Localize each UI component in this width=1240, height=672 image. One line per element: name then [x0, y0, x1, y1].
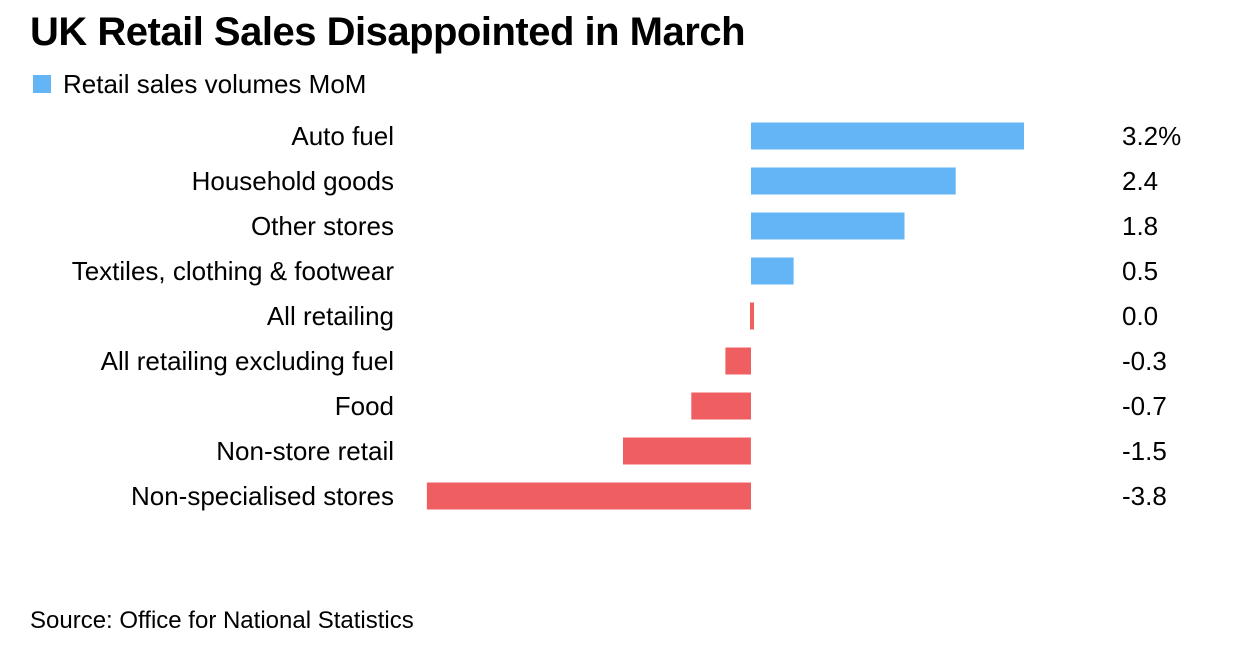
- bar: [751, 257, 794, 285]
- value-label: -0.3: [1122, 346, 1167, 376]
- legend: Retail sales volumes MoM: [33, 69, 366, 99]
- bar: [751, 212, 905, 240]
- category-label: All retailing: [267, 301, 394, 331]
- source-note: Source: Office for National Statistics: [30, 607, 414, 634]
- legend-label: Retail sales volumes MoM: [63, 68, 367, 99]
- bar: [750, 302, 754, 330]
- category-label: Non-store retail: [216, 436, 394, 466]
- category-label: All retailing excluding fuel: [101, 346, 394, 376]
- value-label: 2.4: [1122, 166, 1158, 196]
- category-label: Auto fuel: [291, 121, 394, 151]
- category-label: Non-specialised stores: [131, 481, 394, 511]
- category-label: Household goods: [192, 166, 394, 196]
- category-label: Textiles, clothing & footwear: [72, 256, 395, 286]
- bar: [751, 122, 1024, 150]
- bar: [426, 482, 751, 510]
- bar: [691, 392, 751, 420]
- bar: [751, 167, 956, 195]
- value-label: -0.7: [1122, 391, 1167, 421]
- category-label: Food: [335, 391, 394, 421]
- value-label: 0.5: [1122, 256, 1158, 286]
- bar: [725, 347, 751, 375]
- bar-chart: Auto fuel 3.2% Household goods 2.4 Other sto…: [72, 121, 1182, 511]
- value-label: 1.8: [1122, 211, 1158, 241]
- legend-swatch: [33, 75, 51, 93]
- bar: [623, 437, 751, 465]
- value-label: -1.5: [1122, 436, 1167, 466]
- value-label: -3.8: [1122, 481, 1167, 511]
- value-label: 0.0: [1122, 301, 1158, 331]
- chart-title: UK Retail Sales Disappointed in March: [30, 10, 746, 54]
- category-label: Other stores: [251, 211, 394, 241]
- value-label: 3.2%: [1122, 121, 1181, 151]
